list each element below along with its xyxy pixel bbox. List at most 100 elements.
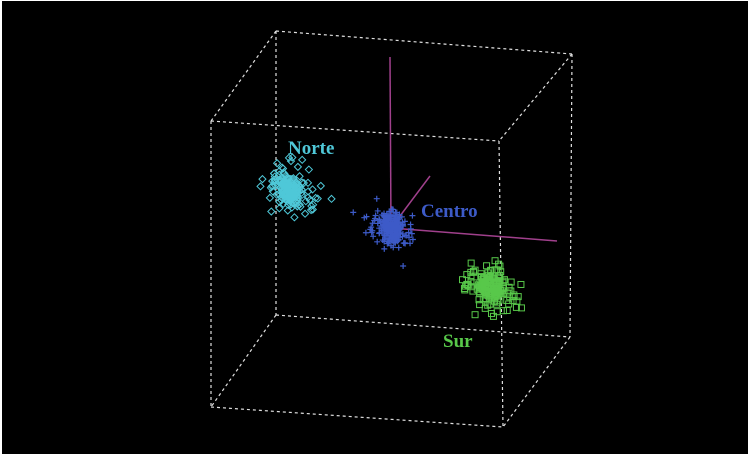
scatter-point-norte: [268, 176, 277, 186]
scatter-point-norte: [299, 178, 309, 188]
scatter-point-norte: [270, 177, 279, 186]
scatter-point-centro: [373, 195, 380, 202]
scatter-point-centro: [376, 216, 383, 223]
cluster-core-norte: [278, 174, 301, 203]
scatter-point-norte: [286, 200, 296, 209]
scatter-point-centro: [379, 211, 386, 218]
scatter-point-norte: [304, 165, 314, 174]
scatter-point-norte: [290, 213, 299, 222]
scatter-point-norte: [258, 174, 267, 184]
scatter-point-sur: [481, 304, 489, 312]
scatter-point-sur: [489, 312, 497, 320]
scatter-point-centro: [409, 212, 416, 219]
scatter-point-norte: [283, 206, 292, 215]
scatter-point-sur: [499, 307, 507, 315]
scatter-point-sur: [471, 266, 479, 274]
scatter-point-norte: [284, 153, 294, 163]
x-axis-line: [390, 227, 558, 242]
box-edge: [210, 120, 500, 142]
scatter-point-centro: [409, 236, 416, 243]
scatter-point-norte: [306, 205, 316, 215]
scatter-point-sur: [505, 300, 513, 308]
scatter-point-centro: [374, 220, 381, 227]
scatter-point-sur: [503, 296, 511, 304]
scatter-point-centro: [371, 217, 378, 224]
scatter-point-norte: [275, 204, 284, 213]
scatter-point-sur: [503, 307, 511, 315]
scatter-point-sur: [467, 259, 475, 267]
box-edge: [569, 53, 573, 338]
scatter-point-sur: [491, 257, 499, 265]
scatter-point-norte: [268, 181, 278, 191]
scatter-point-centro: [396, 211, 403, 218]
series-label-centro: Centro: [421, 201, 478, 222]
scatter-point-centro: [374, 238, 381, 245]
scatter-point-sur: [496, 262, 504, 270]
scatter-point-centro: [405, 229, 412, 236]
scatter-point-centro: [363, 213, 370, 220]
scatter-point-sur: [500, 276, 508, 284]
scatter-point-norte: [265, 193, 275, 203]
scatter-point-sur: [517, 304, 525, 312]
scatter-point-norte: [288, 153, 297, 162]
scatter-point-sur: [505, 287, 513, 295]
scatter-point-norte: [311, 193, 320, 203]
scatter-point-sur: [475, 296, 483, 304]
box-edge: [210, 30, 277, 122]
box-edge: [210, 406, 504, 428]
scatter-point-norte: [287, 203, 297, 212]
scatter-point-norte: [295, 172, 304, 181]
scatter-point-norte: [303, 178, 313, 188]
scatter-point-centro: [362, 229, 369, 236]
scatter-point-norte: [272, 159, 282, 168]
scatter-point-centro: [381, 245, 388, 252]
scatter-point-norte: [296, 202, 305, 211]
scatter-point-norte: [293, 162, 303, 172]
box-edge: [502, 336, 571, 428]
scatter-point-centro: [395, 244, 402, 251]
scatter-point-norte: [301, 196, 311, 206]
scatter-point-norte: [327, 194, 336, 204]
scatter-point-sur: [487, 266, 495, 274]
scatter-point-norte: [308, 205, 317, 214]
scatter-point-sur: [517, 280, 525, 288]
box-edge: [498, 53, 573, 142]
scatter-point-sur: [512, 303, 520, 311]
scatter-point-norte: [313, 194, 322, 203]
z-axis-line: [389, 56, 392, 229]
box-edge: [210, 314, 277, 408]
scatter-point-sur: [463, 271, 471, 279]
scatter-point-sur: [491, 266, 499, 274]
scatter-point-sur: [510, 293, 518, 301]
scatter-point-norte: [305, 195, 314, 205]
scatter-points: [256, 153, 525, 320]
scatter-point-centro: [368, 229, 375, 236]
scatter-point-centro: [408, 230, 415, 237]
scatter-point-sur: [471, 311, 479, 319]
scatter-point-sur: [483, 262, 491, 270]
box-edge: [275, 314, 571, 338]
scatter-point-norte: [308, 185, 317, 194]
scatter-point-sur: [473, 285, 481, 293]
box-edge: [275, 30, 573, 55]
scatter-point-centro: [374, 207, 381, 214]
scatter-point-centro: [370, 233, 377, 240]
scatter-point-sur: [507, 278, 515, 286]
scatter-point-norte: [256, 182, 265, 191]
scatter-point-norte: [277, 163, 287, 172]
wireframe-box: [210, 30, 573, 428]
cluster-core-sur: [480, 273, 503, 302]
scatter-point-sur: [463, 281, 471, 289]
scatter-point-sur: [470, 268, 478, 276]
scatter-point-sur: [514, 293, 522, 301]
scatter-point-norte: [297, 155, 307, 165]
scatter-point-centro: [399, 233, 406, 240]
scatter-point-centro: [350, 209, 357, 216]
scatter-point-norte: [303, 187, 313, 196]
scatter-point-centro: [372, 212, 379, 219]
scatter-point-centro: [387, 242, 394, 249]
series-label-sur: Sur: [443, 331, 473, 352]
